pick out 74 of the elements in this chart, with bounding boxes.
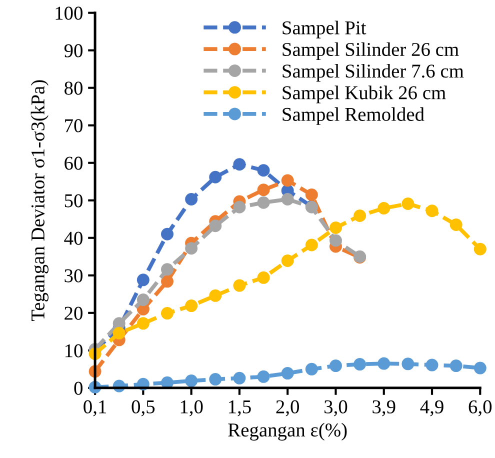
point xyxy=(161,275,174,288)
point xyxy=(185,193,198,206)
x-axis-title: Regangan ε(%) xyxy=(228,422,347,441)
point xyxy=(233,200,246,214)
x-tick-label: 1,0 xyxy=(180,400,203,416)
point xyxy=(257,370,270,383)
point xyxy=(209,373,222,386)
point xyxy=(354,358,366,371)
x-tick-label: 6,0 xyxy=(468,400,492,416)
legend-label: Sampel Silinder 7.6 cm xyxy=(282,64,464,82)
point xyxy=(233,158,246,171)
point xyxy=(233,372,246,384)
point xyxy=(281,367,294,380)
y-tick-label: 100 xyxy=(56,6,82,20)
y-axis-title: Tegangan Deviator σ1-σ3(kPa) xyxy=(30,80,49,322)
x-tick-label: 2,0 xyxy=(276,400,300,416)
x-tick-label: 0,1 xyxy=(84,400,106,416)
point xyxy=(426,358,438,372)
x-tick-label: 1,5 xyxy=(229,400,251,416)
point xyxy=(474,242,486,256)
x-tick-label: 4,9 xyxy=(420,400,444,416)
point xyxy=(281,174,294,187)
point xyxy=(402,198,414,210)
y-tick-label: 20 xyxy=(64,306,82,320)
point xyxy=(281,193,294,206)
point xyxy=(136,294,150,306)
point xyxy=(450,360,462,372)
point xyxy=(354,210,366,222)
point xyxy=(209,289,222,302)
x-tick-label: 3,9 xyxy=(372,400,396,416)
y-tick-label: 0 xyxy=(74,382,82,395)
y-tick-label: 30 xyxy=(64,269,82,282)
y-tick-label: 50 xyxy=(64,194,82,208)
point xyxy=(426,204,438,218)
y-tick-label: 10 xyxy=(66,344,82,358)
point xyxy=(136,274,150,286)
point xyxy=(257,196,270,209)
point xyxy=(305,188,318,201)
point xyxy=(185,374,198,388)
point xyxy=(474,362,486,374)
point xyxy=(329,360,342,372)
legend-label: Sampel Pit xyxy=(282,20,366,38)
point xyxy=(257,271,270,284)
point xyxy=(112,326,126,340)
point xyxy=(161,228,174,240)
point xyxy=(257,164,270,177)
point xyxy=(209,220,222,232)
point xyxy=(305,238,318,252)
point xyxy=(257,184,270,196)
point xyxy=(161,263,174,276)
point xyxy=(378,202,390,215)
point xyxy=(209,170,222,184)
point xyxy=(185,242,198,255)
y-tick-label: 90 xyxy=(64,44,82,58)
point xyxy=(402,358,414,370)
point xyxy=(281,254,294,268)
point xyxy=(450,218,462,232)
point xyxy=(305,362,318,376)
point xyxy=(378,357,390,370)
point xyxy=(329,234,342,247)
y-tick-label: 60 xyxy=(64,156,82,170)
y-tick-label: 40 xyxy=(64,232,82,245)
legend-label: Sampel Remolded xyxy=(282,107,424,125)
y-tick-label: 80 xyxy=(64,82,82,95)
point xyxy=(233,279,246,292)
x-tick-label: 3,0 xyxy=(324,400,348,416)
point xyxy=(161,307,174,320)
legend-label: Sampel Kubik 26 cm xyxy=(282,86,446,104)
y-tick-label: 70 xyxy=(65,119,82,132)
point xyxy=(185,300,198,312)
point xyxy=(136,317,150,330)
point xyxy=(329,222,342,234)
legend-label: Sampel Silinder 26 cm xyxy=(282,42,459,60)
x-tick-label: 0,5 xyxy=(132,400,155,416)
